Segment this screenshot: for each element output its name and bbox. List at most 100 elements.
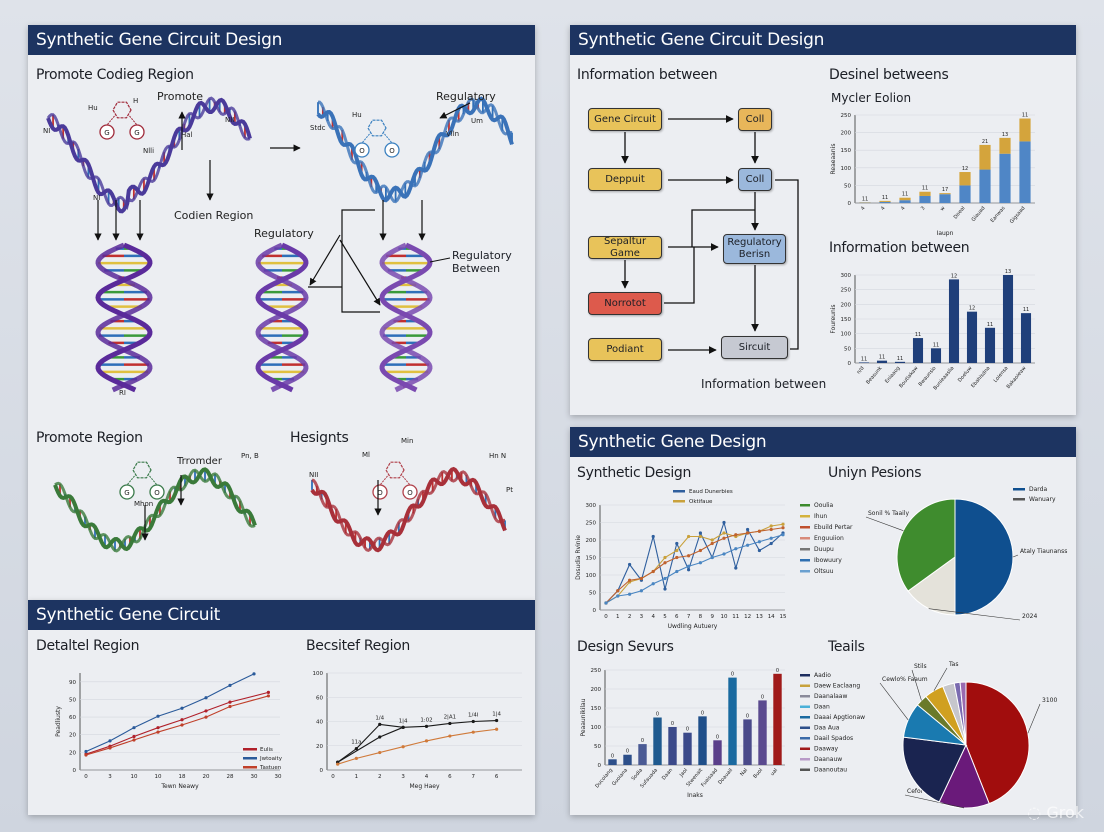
flow-node: Norrotot — [588, 292, 662, 315]
small-label: H — [133, 97, 138, 105]
y-tick-label: 250 — [586, 521, 597, 527]
data-point — [616, 589, 620, 593]
bar — [1019, 141, 1031, 203]
legend-swatch — [673, 490, 685, 493]
x-tick-label: 7 — [472, 774, 476, 780]
data-point — [204, 696, 208, 700]
diagram-label: Codien Region — [174, 209, 253, 222]
small-label: Nlli — [143, 147, 154, 155]
data-point — [336, 762, 340, 766]
ring-letter: O — [359, 147, 365, 155]
x-tick-label: Ebahisdna — [970, 365, 991, 389]
x-tick-label: 3 — [920, 205, 927, 211]
slice-label: 3100 — [1042, 697, 1057, 704]
x-tick-label: 0 — [84, 774, 88, 780]
chart-title: Design Sevurs — [577, 639, 674, 655]
data-label: 11 — [1022, 113, 1028, 119]
chart-info: 0 50 100 150 200 250 300 Foureunis 11 n/d 11 Beasun… — [830, 269, 1035, 391]
data-point — [180, 718, 184, 722]
flow-node: Podiant — [588, 338, 662, 361]
bar — [894, 361, 906, 363]
legend-swatch — [800, 559, 810, 562]
bar — [858, 362, 870, 363]
x-tick-label: 10 — [131, 774, 138, 780]
x-tick-label: 9 — [710, 614, 714, 620]
data-label: 0 — [641, 738, 644, 744]
x-tick-label: Doeluw — [957, 365, 974, 383]
data-label: 11 — [861, 356, 867, 362]
x-tick-label: 18 — [179, 774, 186, 780]
series-line — [605, 534, 784, 604]
x-tick-label: 10 — [155, 774, 162, 780]
y-axis-label: Peadliusty — [55, 706, 62, 737]
legend-swatch — [243, 748, 257, 751]
bar — [608, 759, 617, 765]
x-tick-label: Beasunk — [865, 365, 883, 385]
legend-swatch — [800, 726, 810, 729]
legend-label: Enguuiion — [814, 535, 844, 542]
x-tick-label: 0 — [604, 614, 608, 620]
legend-swatch — [800, 570, 810, 573]
y-axis-label: Peaaunikilau — [580, 698, 587, 736]
legend-label: Ibowuury — [814, 557, 842, 564]
x-tick-label: 13 — [756, 614, 763, 620]
bar — [1019, 118, 1031, 142]
legend-label: Darda — [1029, 486, 1047, 493]
chart-stacked: 0 50 100 150 200 250 Reaeaanis Iaupn 11 4 11 4 11 4 11… — [830, 113, 1035, 237]
bar — [773, 673, 782, 765]
slice-label: Sonil % Taaily — [868, 510, 909, 517]
x-tick-label: Doauail — [717, 767, 734, 785]
small-label: Um — [471, 117, 483, 125]
data-point — [663, 555, 667, 560]
y-tick-label: 60 — [316, 695, 323, 701]
data-point — [424, 739, 429, 743]
flow-node: Coll — [738, 108, 772, 131]
bar — [1002, 275, 1014, 363]
leader-line — [879, 682, 909, 721]
x-tick-label: 4 — [425, 774, 429, 780]
bar — [999, 153, 1011, 203]
data-point — [710, 538, 714, 542]
small-label: Mhon — [134, 500, 153, 508]
series-line — [605, 527, 784, 604]
data-point — [757, 529, 762, 533]
diagram-label: Trromder — [176, 456, 223, 467]
data-point — [448, 734, 452, 738]
y-tick-label: 100 — [313, 671, 324, 677]
chart-pie1: Ataly Tiaunanss 2024 Sonil % Taaily Darda Wa… — [865, 486, 1067, 621]
legend-label: Daaway — [814, 746, 839, 753]
x-tick-label: 7 — [687, 614, 691, 620]
y-tick-label: 300 — [586, 503, 597, 509]
x-tick-label: 5 — [663, 614, 667, 620]
x-tick-label: Nal — [739, 767, 749, 777]
chart-detaltel: 0 20 20 60 50 90 Peadliusty Tewn Neawy 0 3 10 10 18 2… — [55, 672, 283, 790]
legend-swatch — [800, 737, 810, 740]
flow-caption: Information between — [701, 377, 827, 391]
data-point — [687, 554, 691, 558]
data-point — [471, 719, 475, 724]
chart-subtitle: Mycler Eolion — [831, 91, 912, 105]
data-point — [769, 536, 773, 540]
data-label: 0 — [656, 712, 659, 718]
arrow — [339, 239, 381, 306]
data-label: 0 — [731, 672, 734, 678]
y-tick-label: 250 — [841, 288, 852, 294]
legend-swatch — [800, 705, 810, 708]
flow-node: Sircuit — [721, 336, 788, 359]
data-point — [252, 672, 256, 676]
legend-label: Oltsuu — [814, 568, 834, 575]
small-label: NII — [225, 116, 234, 124]
legend-label: Daew Eaclaang — [814, 683, 860, 690]
slice-label: Ataly Tiaunanss — [1020, 548, 1067, 555]
series-line — [605, 523, 784, 604]
data-label: 0 — [701, 710, 704, 716]
flow-node: Regulatory Berisn — [723, 234, 786, 264]
data-label: 11a — [351, 740, 361, 746]
legend-label: Duupu — [814, 546, 834, 553]
y-tick-label: 0 — [848, 361, 852, 367]
data-point — [675, 548, 679, 553]
dna-strand — [310, 466, 507, 553]
small-label: Hn N — [489, 452, 506, 460]
section-title: Promote Codieg Region — [36, 67, 194, 83]
